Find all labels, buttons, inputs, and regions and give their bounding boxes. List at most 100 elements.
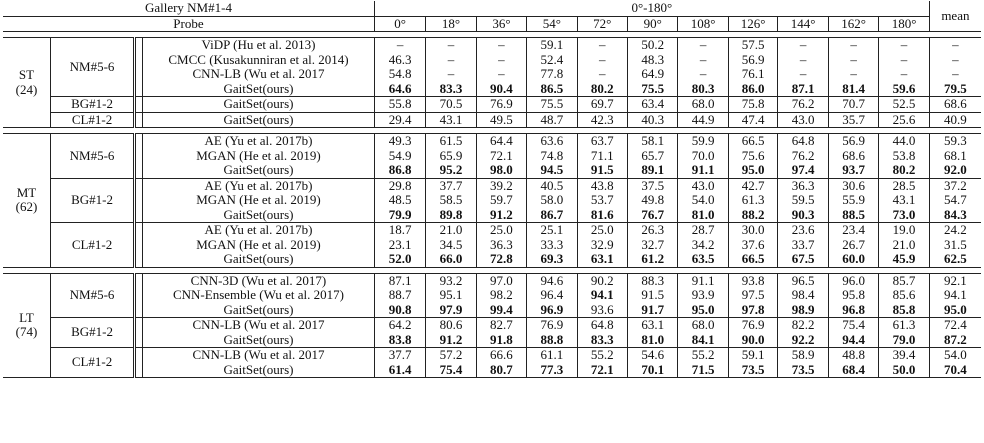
value-cell: 54.9	[373, 148, 426, 163]
value-cell: 59.1	[526, 37, 578, 53]
value-cell: 64.9	[626, 66, 678, 82]
value-cell: 50.0	[878, 362, 930, 378]
value-cell: 30.6	[827, 177, 879, 193]
value-cell: 55.8	[373, 96, 426, 113]
value-cell: 44.0	[878, 133, 930, 149]
value-cell: 72.8	[475, 251, 527, 268]
value-cell: 82.7	[475, 317, 527, 333]
probe-cell: BG#1-2	[49, 96, 135, 113]
double-rule	[133, 347, 143, 378]
value-cell: 48.8	[827, 347, 879, 363]
value-cell: 95.8	[827, 287, 879, 303]
mean-value-cell: 31.5	[928, 237, 981, 252]
split-cell: ST (24)	[3, 37, 51, 128]
value-cell: 63.6	[526, 133, 578, 149]
value-cell: 30.0	[727, 222, 778, 238]
method-cell: GaitSet(ours)	[142, 362, 375, 378]
split-cell: MT (62)	[3, 133, 51, 268]
value-cell: –	[475, 37, 527, 53]
value-cell: –	[777, 66, 829, 82]
value-cell: 66.0	[425, 251, 477, 268]
value-cell: 81.0	[626, 332, 678, 348]
table-row: BG#1-2 GaitSet(ours) 55.8 70.5 76.9 75.5 69.7 6…	[3, 96, 981, 113]
value-cell: 98.2	[475, 287, 527, 303]
probe-cell: CL#1-2	[49, 347, 135, 378]
table-row: LT (74) NM#5-6 CNN-3D (Wu et al. 2017) 87.1 9…	[3, 272, 981, 378]
value-cell: 34.2	[677, 237, 729, 252]
split-name: ST	[18, 67, 35, 82]
mean-value-cell: 84.3	[928, 207, 981, 223]
mean-value-cell: 54.0	[928, 347, 981, 363]
value-cell: 36.3	[475, 237, 527, 252]
value-cell: –	[777, 52, 829, 67]
table-row: BG#1-2 AE (Yu et al. 2017b) 29.8 37.7 39.2 40…	[3, 177, 981, 223]
value-cell: 96.9	[526, 302, 578, 318]
value-cell: 80.7	[475, 362, 527, 378]
double-rule	[133, 96, 143, 113]
table-row: CMCC (Kusakunniran et al. 2014) 46.3– –52.…	[3, 52, 981, 67]
mean-value-cell: 70.4	[928, 362, 981, 378]
value-cell: 49.8	[626, 192, 678, 208]
mean-value-cell: –	[928, 66, 981, 82]
table-body: ST (24) NM#5-6 ViDP (Hu et al. 2013) – – –59.1…	[3, 31, 981, 378]
value-cell: 83.3	[576, 332, 628, 348]
mean-label: mean	[928, 1, 981, 32]
value-cell: 67.5	[777, 251, 829, 268]
value-cell: 59.6	[878, 81, 930, 97]
method-cell: GaitSet(ours)	[142, 81, 375, 97]
value-cell: 98.0	[475, 162, 527, 179]
mean-value-cell: –	[928, 52, 981, 67]
value-cell: 87.1	[777, 81, 829, 97]
value-cell: 83.8	[373, 332, 426, 348]
value-cell: 72.1	[576, 362, 628, 378]
angle-header: 0°	[373, 16, 426, 32]
value-cell: 97.4	[777, 162, 829, 179]
value-cell: 95.0	[727, 162, 778, 179]
value-cell: 98.4	[777, 287, 829, 303]
value-cell: 66.6	[475, 347, 527, 363]
value-cell: 94.5	[526, 162, 578, 179]
split-count: (74)	[15, 324, 38, 340]
table-row: GaitSet(ours) 52.0 66.0 72.8 69.3 63.1 61.2 63.…	[3, 251, 981, 268]
value-cell: 56.9	[827, 133, 879, 149]
value-cell: 61.1	[526, 347, 578, 363]
value-cell: 48.5	[373, 192, 426, 208]
value-cell: –	[827, 37, 879, 53]
value-cell: 81.6	[576, 207, 628, 223]
value-cell: 73.5	[777, 362, 829, 378]
angle-header: 126°	[727, 16, 778, 32]
value-cell: 37.7	[425, 177, 477, 193]
value-cell: 91.5	[626, 287, 678, 303]
split-count: (62)	[15, 199, 38, 215]
value-cell: 73.5	[727, 362, 778, 378]
table-row: CL#1-2 GaitSet(ours) 29.4 43.1 49.5 48.7 42.3 4…	[3, 111, 981, 128]
value-cell: 55.2	[677, 347, 729, 363]
value-cell: 26.3	[626, 222, 678, 238]
value-cell: 77.3	[526, 362, 578, 378]
mean-value-cell: 37.2	[928, 177, 981, 193]
value-cell: 80.2	[576, 81, 628, 97]
value-cell: 65.7	[626, 148, 678, 163]
value-cell: 91.1	[677, 162, 729, 179]
value-cell: 64.6	[373, 81, 426, 97]
probe-cell: NM#5-6	[49, 272, 135, 318]
mean-value-cell: 94.1	[928, 287, 981, 303]
method-cell: CNN-Ensemble (Wu et al. 2017)	[142, 287, 375, 303]
value-cell: –	[777, 37, 829, 53]
value-cell: 74.8	[526, 148, 578, 163]
value-cell: 64.2	[373, 317, 426, 333]
value-cell: 46.3	[373, 52, 426, 67]
value-cell: 68.0	[677, 96, 729, 113]
value-cell: 29.8	[373, 177, 426, 193]
mean-value-cell: 72.4	[928, 317, 981, 333]
mean-value-cell: 54.7	[928, 192, 981, 208]
value-cell: 86.8	[373, 162, 426, 179]
value-cell: –	[878, 52, 930, 67]
table-row: MT (62) NM#5-6 AE (Yu et al. 2017b) 49.3 61.5…	[3, 133, 981, 268]
value-cell: 70.0	[677, 148, 729, 163]
value-cell: 53.8	[878, 148, 930, 163]
value-cell: 21.0	[425, 222, 477, 238]
value-cell: 37.6	[727, 237, 778, 252]
value-cell: 23.4	[827, 222, 879, 238]
table-row: CNN-Ensemble (Wu et al. 2017) 88.7 95.1 98.…	[3, 287, 981, 303]
